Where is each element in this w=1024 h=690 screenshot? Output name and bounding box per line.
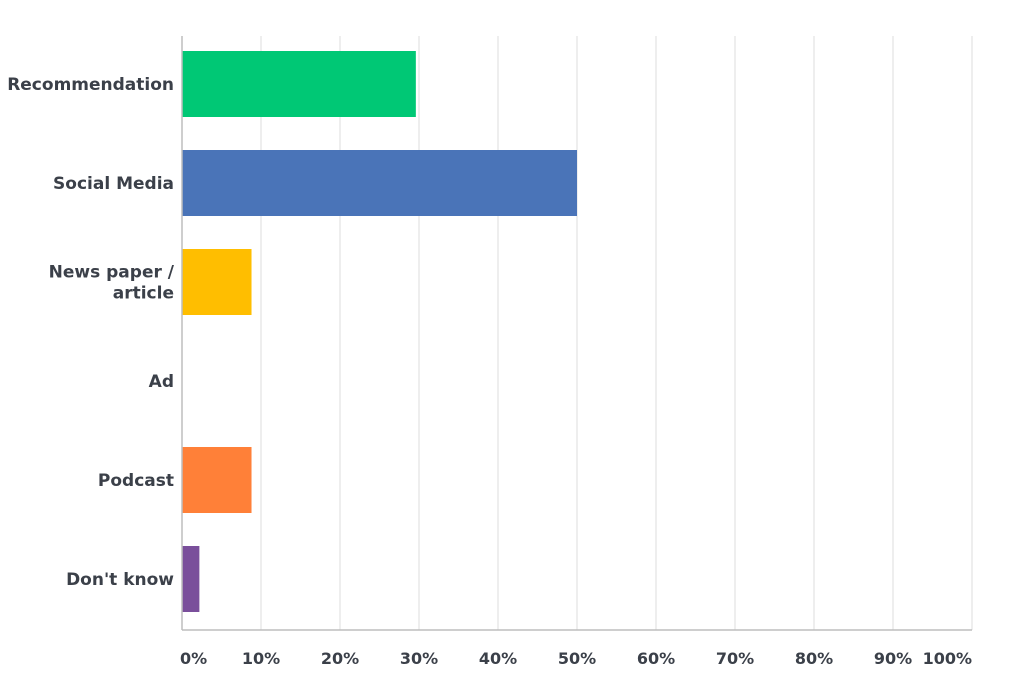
category-labels: Recommendation Social Media News paper / ar… <box>7 75 175 590</box>
category-label: News paper / article <box>49 263 175 304</box>
gridlines <box>260 36 973 630</box>
bars <box>182 51 577 612</box>
x-tick-label: 30% <box>400 649 438 668</box>
x-tick-label: 90% <box>874 649 912 668</box>
x-tick-label: 40% <box>479 649 517 668</box>
bar <box>182 51 416 117</box>
bar <box>182 447 252 513</box>
x-tick-label: 20% <box>321 649 359 668</box>
x-tick-label: 100% <box>923 649 972 668</box>
category-label: Social Media <box>53 174 174 194</box>
x-tick-label: 50% <box>558 649 596 668</box>
axes <box>181 36 972 631</box>
category-label: Don't know <box>66 570 174 590</box>
bar <box>182 150 577 216</box>
category-label: Recommendation <box>7 75 174 95</box>
x-tick-label: 60% <box>637 649 675 668</box>
x-tick-label: 70% <box>716 649 754 668</box>
x-tick-label: 0% <box>180 649 207 668</box>
category-label: Ad <box>149 372 174 392</box>
bar <box>182 249 252 315</box>
x-tick-label: 80% <box>795 649 833 668</box>
x-tick-label: 10% <box>242 649 280 668</box>
category-label: Podcast <box>98 471 174 491</box>
bar <box>182 546 200 612</box>
x-tick-labels: 0% 10% 20% 30% 40% 50% 60% 70% 80% 90% 100% <box>180 649 972 668</box>
